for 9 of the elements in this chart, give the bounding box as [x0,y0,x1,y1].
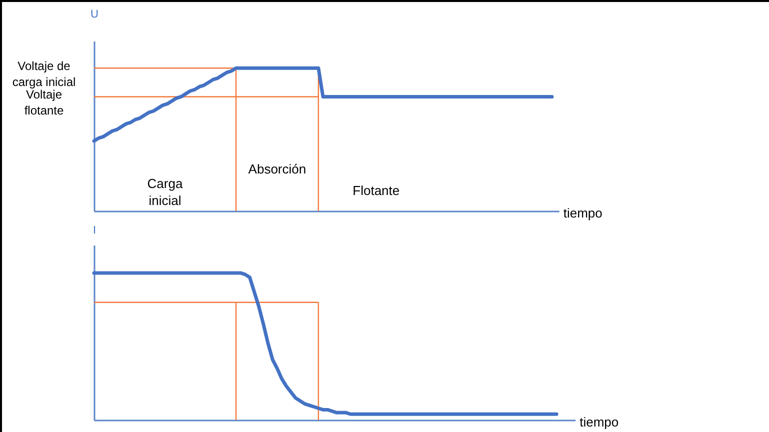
annotation: Flotante [352,183,400,198]
y-axis-title: I [92,224,96,236]
ref-line-label: Voltaje de carga inicial [12,59,76,90]
y-axis-title: U [90,8,99,20]
x-axis-title: tiempo [563,206,602,220]
ref-line-label: Voltaje flotante [24,88,64,118]
annotation: Carga inicial [147,176,184,208]
annotation: Absorción [248,162,306,177]
x-axis-title: tiempo [580,414,619,430]
